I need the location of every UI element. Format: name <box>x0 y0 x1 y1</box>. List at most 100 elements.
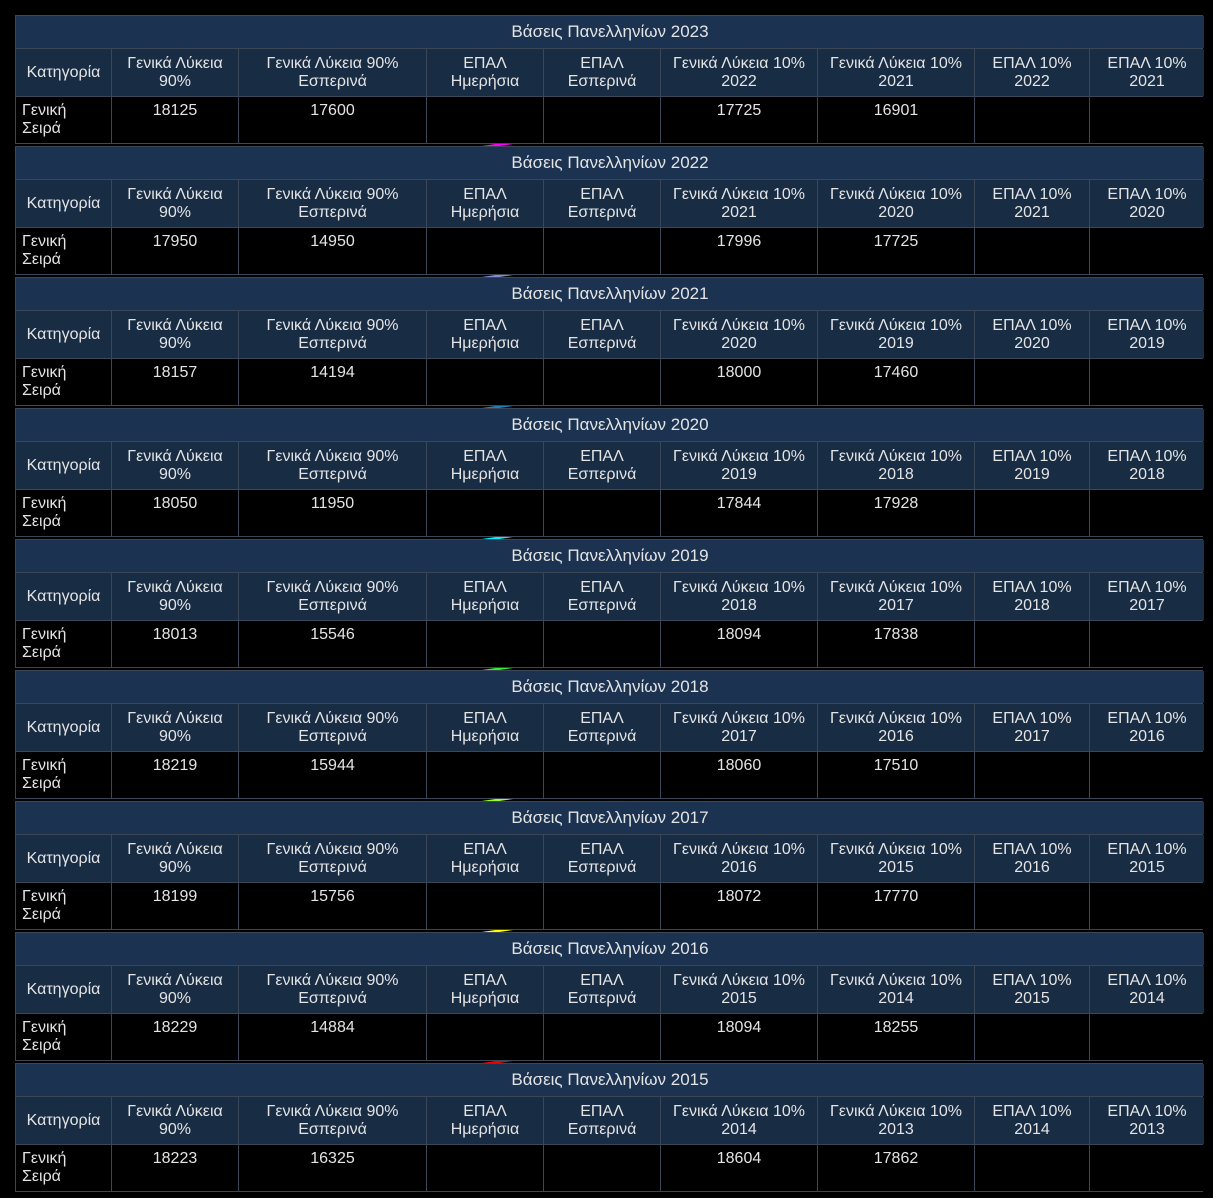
header-cell: Γενικά Λύκεια 10% 2015 <box>661 966 817 1013</box>
data-cell: 18223 <box>112 1145 238 1191</box>
table-title: Βάσεις Πανελληνίων 2019 <box>16 540 1204 572</box>
data-cell: 18094 <box>661 1014 817 1060</box>
header-cell: Γενικά Λύκεια 10% 2019 <box>661 442 817 489</box>
table-title: Βάσεις Πανελληνίων 2020 <box>16 409 1204 441</box>
data-cell <box>975 97 1089 143</box>
data-cell <box>427 1014 543 1060</box>
header-cell: Κατηγορία <box>16 966 111 1013</box>
header-cell: ΕΠΑΛ Εσπερινά <box>544 1097 660 1144</box>
data-cell <box>975 490 1089 536</box>
data-cell: 18013 <box>112 621 238 667</box>
header-cell: ΕΠΑΛ 10% 2014 <box>1090 966 1204 1013</box>
data-cell <box>975 1145 1089 1191</box>
table: Βάσεις Πανελληνίων 2015 Κατηγορία Γενικά Λ… <box>15 1063 1204 1192</box>
data-cell: 18060 <box>661 752 817 798</box>
data-cell: Γενική Σειρά <box>16 883 111 929</box>
header-cell: ΕΠΑΛ 10% 2020 <box>975 311 1089 358</box>
table: Βάσεις Πανελληνίων 2021 Κατηγορία Γενικά Λ… <box>15 277 1204 406</box>
data-cell: 17838 <box>818 621 974 667</box>
header-cell: Γενικά Λύκεια 90% <box>112 311 238 358</box>
header-cell: Γενικά Λύκεια 10% 2020 <box>661 311 817 358</box>
header-cell: ΕΠΑΛ Εσπερινά <box>544 311 660 358</box>
header-cell: ΕΠΑΛ Ημερήσια <box>427 180 543 227</box>
header-cell: Κατηγορία <box>16 180 111 227</box>
header-cell: Γενικά Λύκεια 90% <box>112 442 238 489</box>
header-cell: Κατηγορία <box>16 311 111 358</box>
table: Βάσεις Πανελληνίων 2023 Κατηγορία Γενικά Λ… <box>15 15 1204 144</box>
header-cell: Κατηγορία <box>16 1097 111 1144</box>
data-cell <box>427 752 543 798</box>
data-cell: 18219 <box>112 752 238 798</box>
data-cell <box>1090 883 1204 929</box>
data-cell <box>1090 97 1204 143</box>
header-cell: Γενικά Λύκεια 10% 2014 <box>818 966 974 1013</box>
header-cell: Γενικά Λύκεια 90% <box>112 835 238 882</box>
header-cell: ΕΠΑΛ Εσπερινά <box>544 704 660 751</box>
header-cell: ΕΠΑΛ Ημερήσια <box>427 573 543 620</box>
data-cell: 17600 <box>239 97 426 143</box>
data-cell: 11950 <box>239 490 426 536</box>
header-cell: Γενικά Λύκεια 10% 2018 <box>818 442 974 489</box>
data-cell: 17862 <box>818 1145 974 1191</box>
header-cell: ΕΠΑΛ Ημερήσια <box>427 442 543 489</box>
header-cell: ΕΠΑΛ 10% 2013 <box>1090 1097 1204 1144</box>
data-cell: Γενική Σειρά <box>16 752 111 798</box>
header-cell: ΕΠΑΛ 10% 2019 <box>975 442 1089 489</box>
data-cell <box>975 621 1089 667</box>
data-cell: 17928 <box>818 490 974 536</box>
data-cell: 17950 <box>112 228 238 274</box>
header-cell: ΕΠΑΛ Ημερήσια <box>427 835 543 882</box>
header-cell: ΕΠΑΛ 10% 2016 <box>975 835 1089 882</box>
header-cell: Γενικά Λύκεια 10% 2016 <box>661 835 817 882</box>
data-cell <box>427 359 543 405</box>
header-cell: ΕΠΑΛ 10% 2020 <box>1090 180 1204 227</box>
data-cell <box>544 1014 660 1060</box>
header-cell: Γενικά Λύκεια 10% 2021 <box>661 180 817 227</box>
header-cell: Γενικά Λύκεια 90% Εσπερινά <box>239 311 426 358</box>
table: Βάσεις Πανελληνίων 2017 Κατηγορία Γενικά Λ… <box>15 801 1204 930</box>
data-cell <box>427 97 543 143</box>
header-cell: ΕΠΑΛ 10% 2015 <box>1090 835 1204 882</box>
header-cell: ΕΠΑΛ 10% 2021 <box>1090 49 1204 96</box>
header-cell: Κατηγορία <box>16 704 111 751</box>
data-cell: 18050 <box>112 490 238 536</box>
table: Βάσεις Πανελληνίων 2018 Κατηγορία Γενικά Λ… <box>15 670 1204 799</box>
data-cell <box>975 1014 1089 1060</box>
header-cell: Γενικά Λύκεια 10% 2017 <box>818 573 974 620</box>
header-cell: Γενικά Λύκεια 90% Εσπερινά <box>239 966 426 1013</box>
header-cell: Γενικά Λύκεια 90% Εσπερινά <box>239 180 426 227</box>
data-cell <box>427 228 543 274</box>
data-cell: 14884 <box>239 1014 426 1060</box>
data-cell <box>427 490 543 536</box>
data-cell: 17844 <box>661 490 817 536</box>
data-cell <box>544 490 660 536</box>
data-cell: 17460 <box>818 359 974 405</box>
header-cell: ΕΠΑΛ Εσπερινά <box>544 442 660 489</box>
header-cell: Γενικά Λύκεια 90% Εσπερινά <box>239 1097 426 1144</box>
header-cell: ΕΠΑΛ Ημερήσια <box>427 1097 543 1144</box>
header-cell: Γενικά Λύκεια 10% 2018 <box>661 573 817 620</box>
header-cell: Γενικά Λύκεια 10% 2016 <box>818 704 974 751</box>
header-cell: Γενικά Λύκεια 10% 2021 <box>818 49 974 96</box>
data-cell: 15944 <box>239 752 426 798</box>
header-cell: Γενικά Λύκεια 90% <box>112 966 238 1013</box>
data-cell <box>544 228 660 274</box>
table-title: Βάσεις Πανελληνίων 2021 <box>16 278 1204 310</box>
header-cell: Γενικά Λύκεια 90% <box>112 704 238 751</box>
data-cell <box>544 359 660 405</box>
header-cell: ΕΠΑΛ 10% 2015 <box>975 966 1089 1013</box>
header-cell: Γενικά Λύκεια 10% 2022 <box>661 49 817 96</box>
table-title: Βάσεις Πανελληνίων 2022 <box>16 147 1204 179</box>
table: Βάσεις Πανελληνίων 2019 Κατηγορία Γενικά Λ… <box>15 539 1204 668</box>
data-cell: Γενική Σειρά <box>16 621 111 667</box>
header-cell: ΕΠΑΛ 10% 2017 <box>1090 573 1204 620</box>
header-cell: ΕΠΑΛ Εσπερινά <box>544 49 660 96</box>
data-cell <box>1090 228 1204 274</box>
data-cell <box>1090 621 1204 667</box>
data-cell: 18125 <box>112 97 238 143</box>
data-cell <box>1090 359 1204 405</box>
data-cell <box>544 1145 660 1191</box>
data-cell <box>427 883 543 929</box>
header-cell: Γενικά Λύκεια 90% <box>112 49 238 96</box>
data-cell <box>1090 1014 1204 1060</box>
